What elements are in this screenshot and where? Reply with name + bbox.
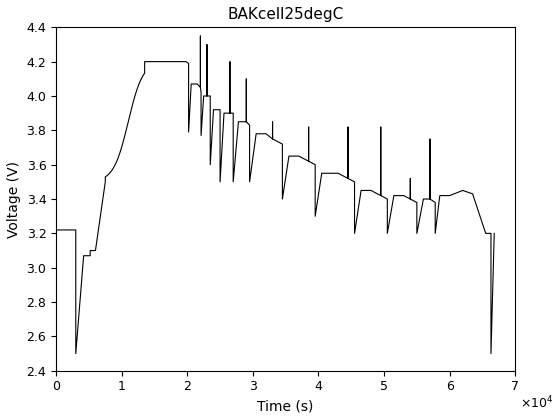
X-axis label: Time (s): Time (s) (258, 399, 314, 413)
Title: BAKcell25degC: BAKcell25degC (227, 7, 344, 22)
Text: $\times10^4$: $\times10^4$ (520, 395, 553, 412)
Y-axis label: Voltage (V): Voltage (V) (7, 160, 21, 238)
